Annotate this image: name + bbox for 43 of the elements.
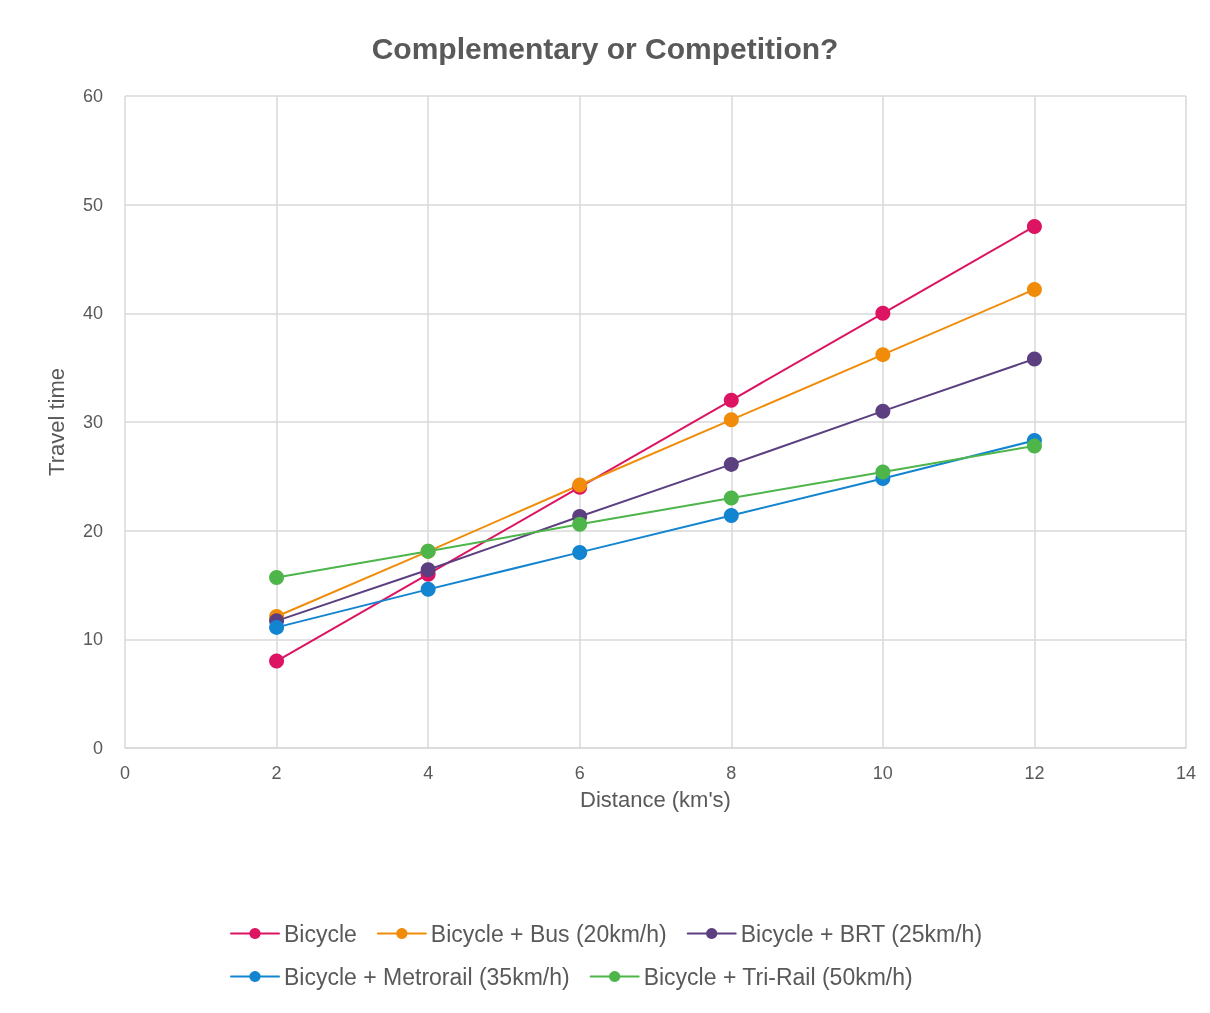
point — [1026, 351, 1042, 367]
x-tick-label: 10 — [872, 763, 893, 783]
point — [723, 392, 739, 408]
point — [420, 581, 436, 597]
legend-label: Bicycle + BRT (25km/h) — [740, 920, 983, 947]
x-tick-label: 6 — [574, 763, 585, 783]
x-tick-label: 4 — [423, 763, 434, 783]
x-tick-label: 0 — [119, 763, 131, 783]
y-tick-label: 10 — [82, 629, 103, 650]
chart-title: Complementary or Competition? — [371, 31, 839, 65]
y-tick-label: 50 — [82, 194, 103, 215]
point — [269, 653, 285, 669]
x-tick-label: 2 — [271, 763, 282, 783]
point — [1026, 218, 1042, 234]
point — [875, 403, 891, 419]
point — [572, 516, 588, 532]
point — [723, 490, 739, 506]
x-tick-label: 12 — [1024, 763, 1045, 783]
x-tick-label: 8 — [726, 763, 737, 783]
point — [723, 412, 739, 428]
y-tick-label: 0 — [92, 738, 103, 758]
y-tick-label: 20 — [82, 520, 103, 541]
point — [572, 544, 588, 560]
x-axis-title: Distance (km's) — [580, 786, 731, 812]
y-tick-label: 40 — [82, 303, 103, 324]
point — [875, 464, 891, 480]
legend-label: Bicycle — [284, 920, 357, 947]
point — [875, 305, 891, 321]
point — [723, 507, 739, 523]
point — [269, 619, 285, 635]
point — [723, 456, 739, 472]
legend-label: Bicycle + Metrorail (35km/h) — [284, 963, 570, 990]
point — [1026, 281, 1042, 297]
point — [1026, 438, 1042, 454]
legend-label: Bicycle + Bus (20km/h) — [430, 920, 667, 947]
y-tick-label: 60 — [82, 86, 103, 106]
y-tick-label: 30 — [82, 412, 103, 432]
x-tick-label: 14 — [1175, 763, 1197, 783]
point — [875, 347, 891, 363]
y-axis-title: Travel time — [43, 368, 69, 476]
point — [269, 569, 285, 585]
point — [420, 562, 436, 578]
legend-label: Bicycle + Tri-Rail (50km/h) — [643, 963, 913, 990]
